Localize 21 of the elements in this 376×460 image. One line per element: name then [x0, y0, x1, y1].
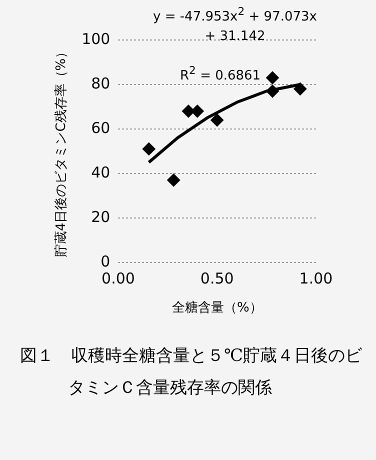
x-axis-title: 全糖含量（%） — [172, 300, 262, 316]
x-tick-label: 0.00 — [102, 269, 135, 288]
annotation: R$^{2}$ = 0.6861 — [180, 64, 261, 84]
annotation: y = -47.953x$^{2}$ + 97.073x + 31.142 — [152, 4, 318, 46]
y-tick-label: 0 — [100, 252, 110, 270]
point — [167, 174, 180, 187]
point — [210, 114, 224, 127]
point — [190, 104, 204, 118]
x-tick-label: 1.00 — [299, 269, 333, 288]
y-tick-label: 60 — [91, 118, 110, 137]
y-tick-label: 80 — [91, 74, 110, 92]
point — [294, 82, 307, 96]
text: 図１ 収穫時全糖含量と５℃貯蔵４日後のビタミンＣ含量残存率の関係 — [20, 345, 364, 400]
y-axis-title: 貯蔵4日後のビタミンC残存率（%） — [53, 45, 70, 258]
y-tick-label: 40 — [91, 163, 110, 182]
y-tick-label: 20 — [91, 208, 110, 226]
y-tick-label: 100 — [82, 30, 110, 48]
point — [266, 84, 279, 98]
point — [266, 71, 279, 84]
point — [142, 142, 156, 156]
x-tick-label: 0.50 — [200, 269, 234, 288]
